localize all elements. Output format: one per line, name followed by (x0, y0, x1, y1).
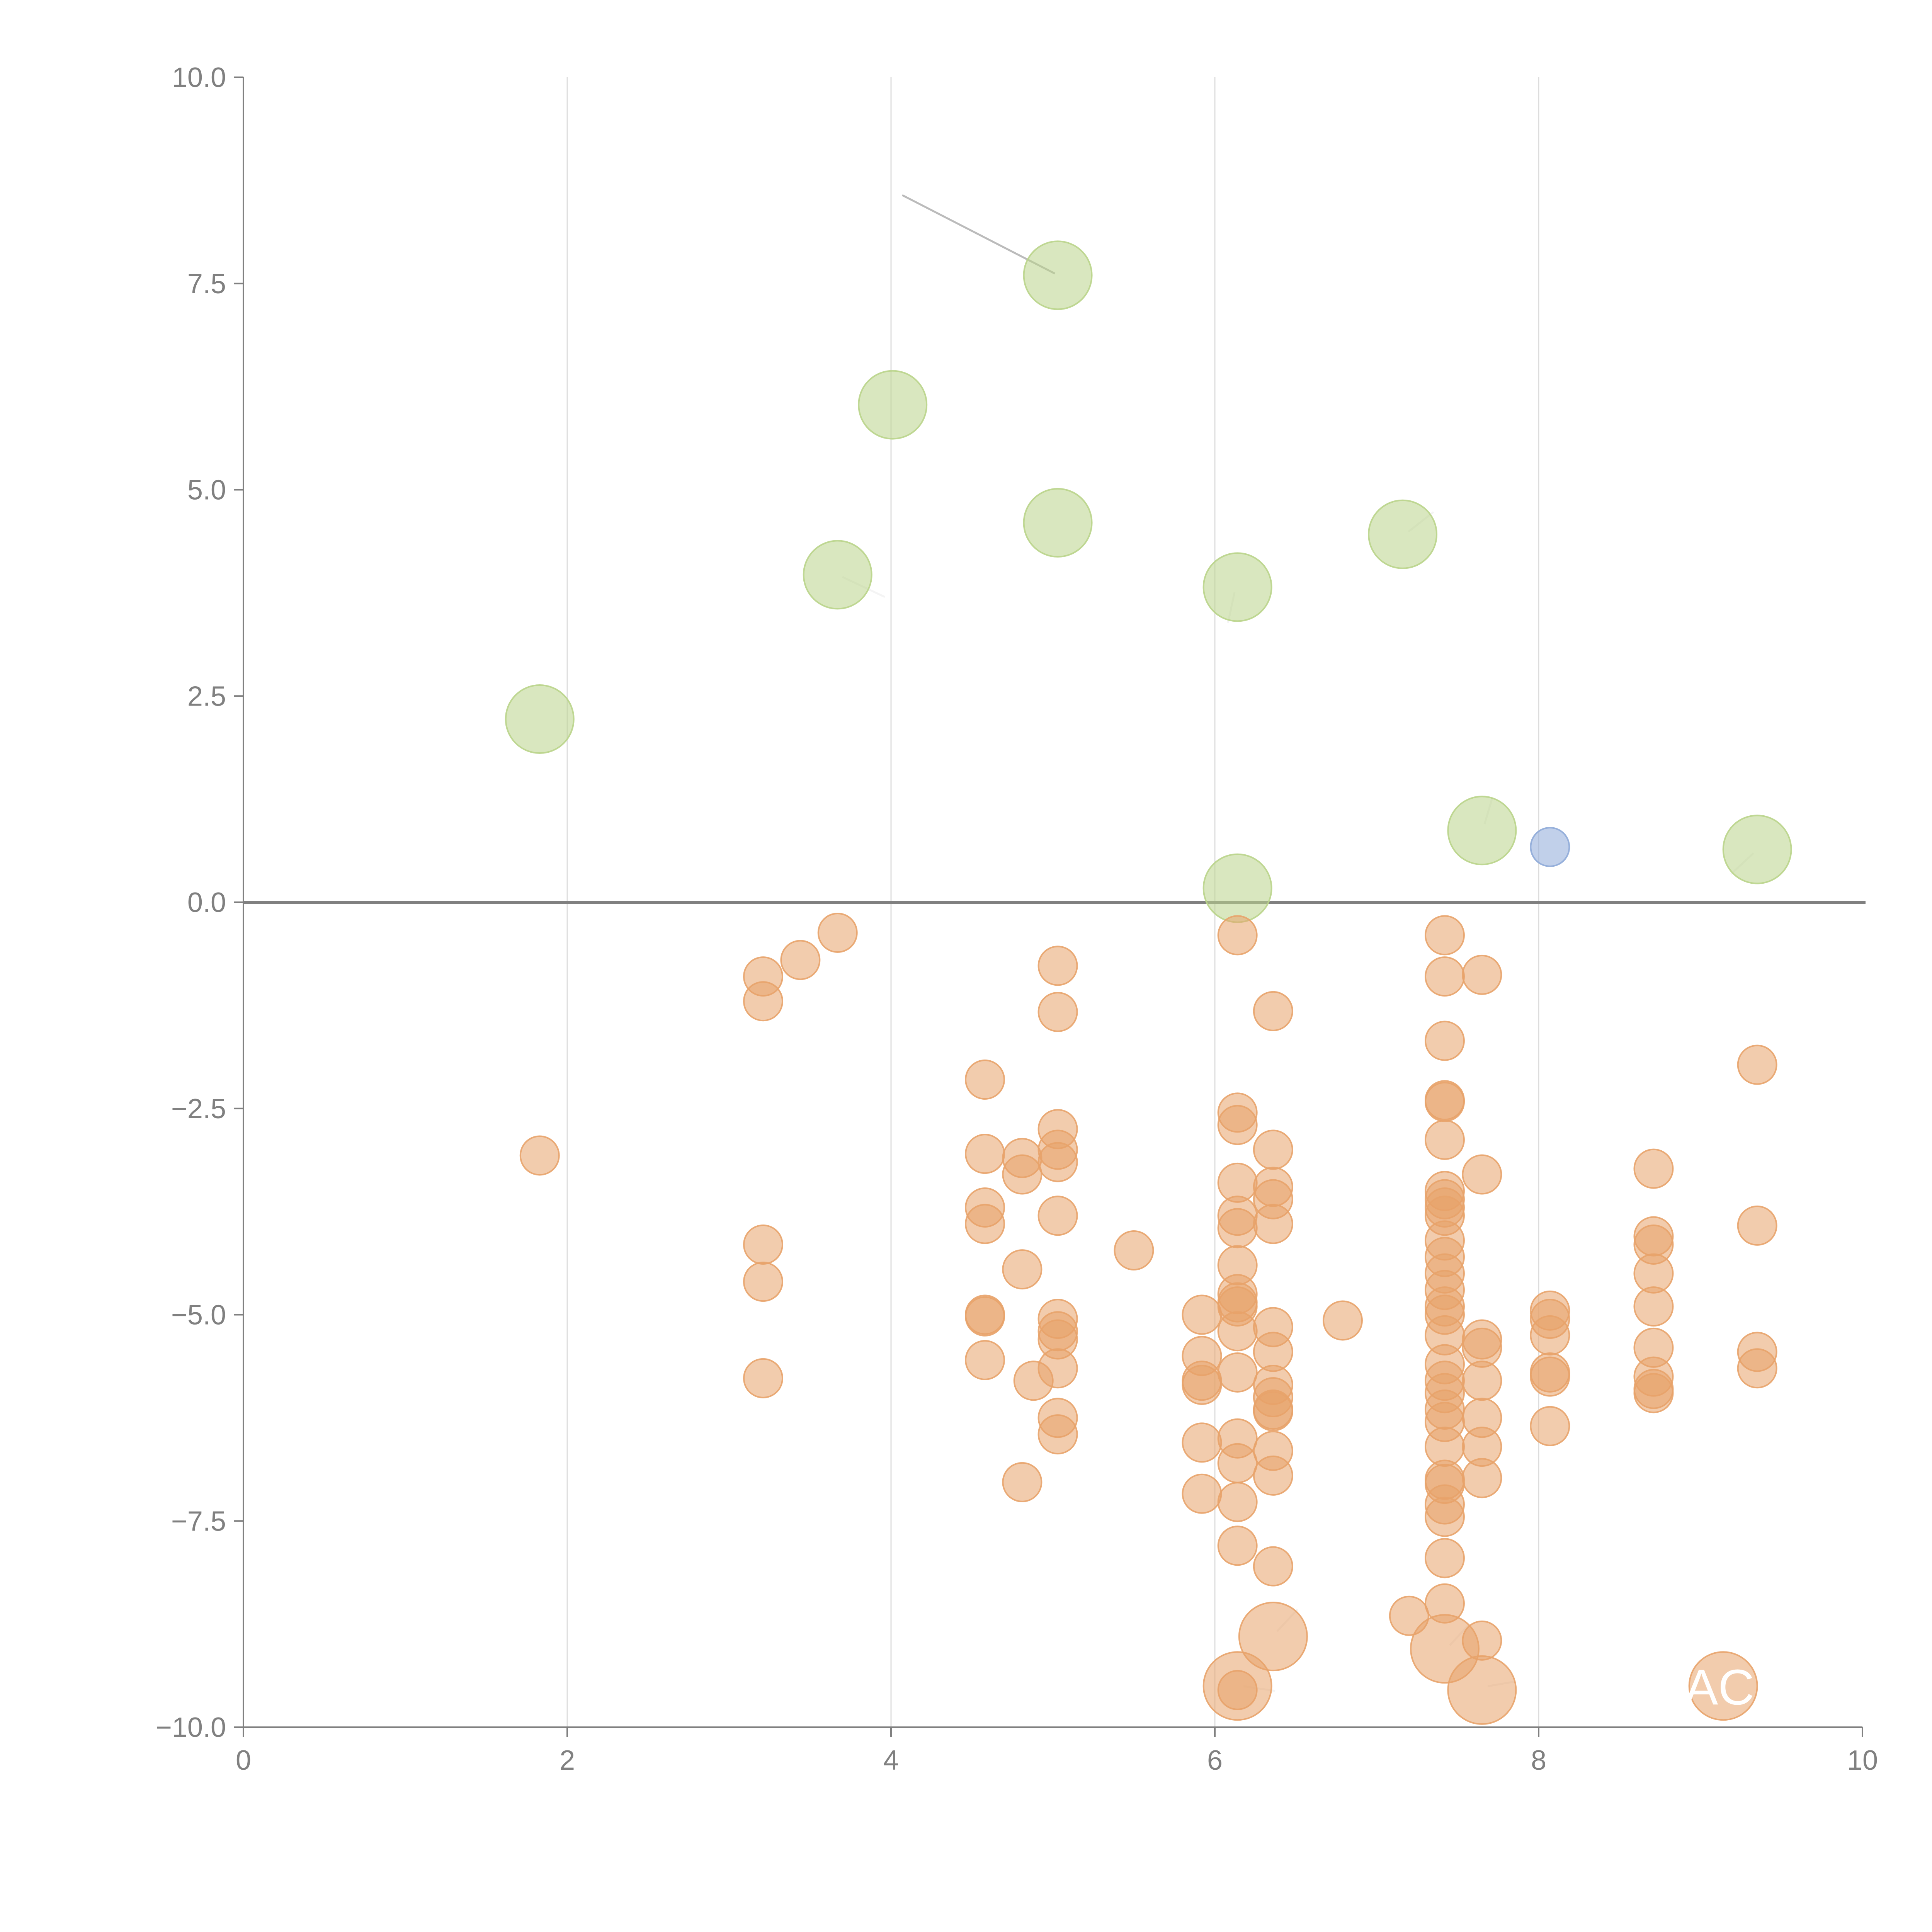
point-negative-71 (1253, 1391, 1293, 1432)
point-negative-74 (1253, 1546, 1293, 1587)
point-negative-large-2 (1202, 1651, 1272, 1721)
point-negative-33 (1037, 1348, 1078, 1389)
point-negative-43 (1182, 1364, 1222, 1405)
point-negative-128 (1737, 1348, 1777, 1389)
point-negative-78 (1424, 1082, 1465, 1122)
y-tick-label-6: −5.0 (171, 1300, 226, 1331)
point-negative-75 (1323, 1300, 1363, 1341)
y-tick-label-1: 7.5 (187, 269, 226, 299)
point-negative-19 (965, 1296, 1005, 1337)
point-negative-40 (1182, 1294, 1222, 1335)
point-negative-47 (1217, 1105, 1258, 1145)
point-positive-9 (1202, 853, 1272, 923)
annotation-label-0: AC (1685, 1659, 1755, 1715)
annotation-leaders (842, 194, 1754, 1692)
point-negative-126 (1737, 1205, 1777, 1246)
point-negative-29 (1037, 1196, 1078, 1236)
point-negative-103 (1462, 1154, 1502, 1195)
x-tick-label-3: 6 (1207, 1745, 1223, 1776)
point-negative-23 (1002, 1249, 1043, 1290)
point-negative-5 (1037, 992, 1078, 1032)
point-negative-7 (1253, 991, 1293, 1031)
point-negative-44 (1182, 1422, 1222, 1463)
point-negative-20 (965, 1340, 1005, 1380)
y-tick-label-2: 5.0 (187, 475, 226, 506)
point-negative-55 (1217, 1311, 1258, 1352)
x-tick-label-0: 0 (236, 1745, 251, 1776)
point-negative-101 (1424, 1538, 1465, 1578)
point-positive-2 (1023, 488, 1093, 558)
point-negative-24 (1002, 1462, 1043, 1502)
point-negative-117 (1633, 1148, 1674, 1189)
point-negative-60 (1217, 1526, 1258, 1566)
point-positive-5 (1368, 499, 1438, 569)
point-negative-1 (780, 940, 821, 980)
point-negative-12 (1737, 1044, 1777, 1085)
point-negative-13 (965, 1060, 1005, 1100)
point-negative-39 (743, 1358, 783, 1398)
point-negative-15 (965, 1134, 1005, 1174)
point-negative-58 (1217, 1443, 1258, 1483)
point-negative-62 (1253, 1129, 1293, 1170)
x-tick-label-1: 2 (560, 1745, 575, 1776)
point-negative-79 (1424, 1119, 1465, 1160)
point-negative-36 (1114, 1230, 1154, 1270)
point-negative-large-0 (1238, 1602, 1308, 1672)
point-negative-14 (519, 1135, 560, 1176)
point-positive-0 (1023, 240, 1093, 310)
annotations: AC (1685, 1659, 1755, 1715)
x-axis-ticks: 0 2 4 6 8 10 (236, 1727, 1878, 1776)
point-positive-8 (1722, 815, 1792, 884)
point-negative-large-3 (1447, 1655, 1517, 1725)
y-tick-label-8: −10.0 (156, 1712, 226, 1743)
data-points (505, 240, 1792, 1725)
point-negative-4 (1037, 946, 1078, 986)
point-negative-10 (1462, 954, 1502, 995)
point-negative-0 (817, 912, 858, 953)
point-positive-4 (1202, 552, 1272, 622)
point-negative-large-4 (1688, 1651, 1758, 1721)
point-negative-3 (743, 981, 783, 1022)
point-negative-73 (1253, 1455, 1293, 1496)
point-negative-37 (743, 1225, 783, 1265)
point-negative-8 (1424, 915, 1465, 956)
point-negative-121 (1633, 1286, 1674, 1327)
y-tick-label-7: −7.5 (171, 1506, 226, 1537)
point-negative-56 (1217, 1352, 1258, 1393)
x-tick-label-2: 4 (883, 1745, 899, 1776)
point-negative-22 (1002, 1154, 1043, 1195)
point-negative-106 (1462, 1361, 1502, 1401)
point-positive-6 (505, 684, 575, 754)
point-positive-3 (803, 540, 872, 610)
point-negative-9 (1424, 956, 1465, 997)
point-negative-11 (1424, 1020, 1465, 1061)
point-negative-109 (1462, 1458, 1502, 1498)
point-negative-45 (1182, 1473, 1222, 1514)
point-negative-59 (1217, 1482, 1258, 1522)
point-negative-100 (1424, 1497, 1465, 1537)
point-positive-7 (1447, 796, 1517, 866)
point-negative-17 (965, 1204, 1005, 1244)
x-tick-label-5: 10 (1847, 1745, 1878, 1776)
point-negative-125 (1633, 1373, 1674, 1413)
y-tick-label-4: 0.0 (187, 887, 226, 918)
y-axis-ticks: 10.0 7.5 5.0 2.5 0.0 −2.5 −5.0 −7.5 −10.0 (156, 62, 243, 1743)
point-negative-76 (1389, 1595, 1429, 1636)
point-negative-35 (1037, 1414, 1078, 1455)
y-tick-label-3: 2.5 (187, 681, 226, 712)
point-negative-113 (1530, 1315, 1570, 1355)
point-negative-6 (1217, 915, 1258, 956)
y-tick-label-0: 10.0 (172, 62, 226, 93)
point-negative-116 (1530, 1406, 1570, 1446)
point-negative-38 (743, 1262, 783, 1302)
point-neutral-0 (1530, 827, 1570, 867)
point-negative-28 (1037, 1142, 1078, 1182)
point-negative-65 (1253, 1204, 1293, 1244)
point-negative-50 (1217, 1208, 1258, 1248)
y-tick-label-5: −2.5 (171, 1094, 226, 1124)
x-tick-label-4: 8 (1531, 1745, 1546, 1776)
point-positive-1 (858, 370, 928, 440)
point-negative-115 (1530, 1356, 1570, 1397)
